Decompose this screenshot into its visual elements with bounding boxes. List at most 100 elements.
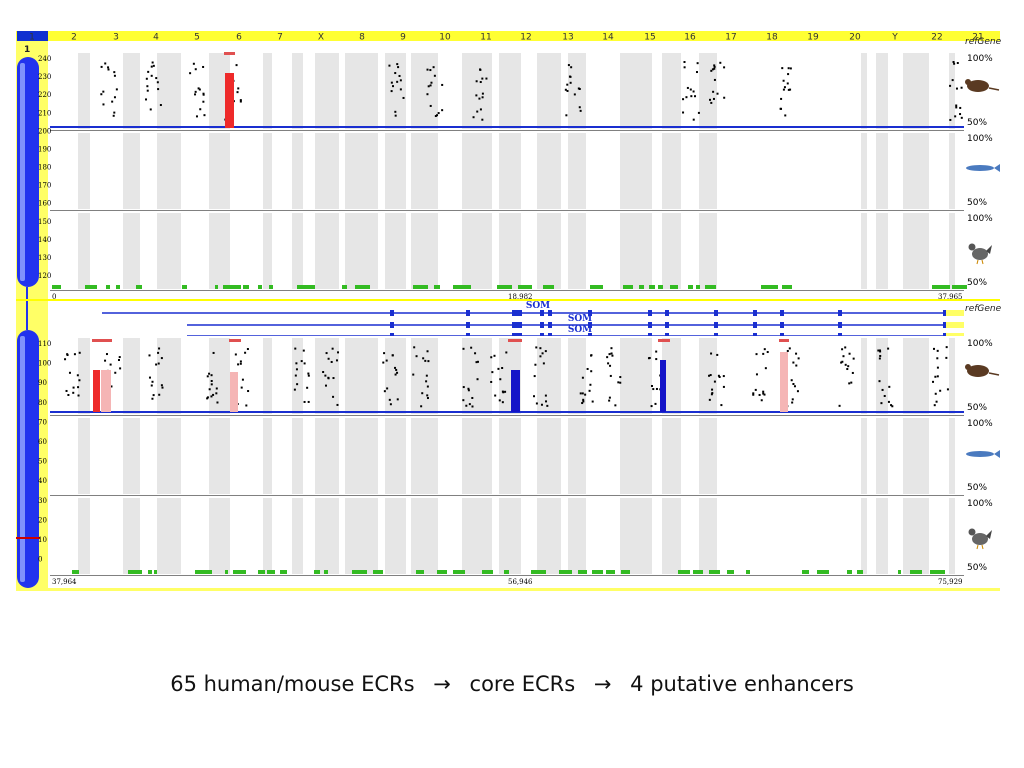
chicken-head (968, 528, 976, 536)
chromosome-tab-Y[interactable]: Y (891, 33, 898, 43)
repeat-shade (876, 133, 888, 209)
ecr-dot (100, 93, 103, 96)
ecr-dot (932, 380, 935, 383)
chromosome-tab-17[interactable]: 17 (725, 33, 736, 43)
ecr-dot (77, 386, 80, 389)
pct-bottom-label: 50% (967, 403, 987, 413)
gene-exon (588, 310, 592, 316)
repeat-shade (903, 418, 929, 494)
ecr-dot (952, 61, 955, 64)
chromosome-tab-9[interactable]: 9 (400, 33, 406, 43)
ecr-dot (115, 88, 118, 91)
ecr-dot (300, 360, 303, 363)
ecr-dot (762, 392, 765, 395)
ecr-dot (427, 360, 430, 363)
ecr-dot (208, 388, 211, 391)
ecr-dot (117, 359, 120, 362)
ecr-dot (432, 66, 435, 69)
chromosome-tab-5[interactable]: 5 (194, 33, 200, 43)
chromosome-tab-10[interactable]: 10 (439, 33, 451, 43)
ecr-dot (425, 380, 428, 383)
chromosome-tab-13[interactable]: 13 (562, 33, 573, 43)
pct-bottom-label: 50% (967, 118, 987, 128)
axis-mid-label: 56,946 (508, 578, 533, 586)
ecr-dot (779, 107, 782, 110)
chromosome-tab-4[interactable]: 4 (153, 33, 159, 43)
ecr-dot (888, 385, 891, 388)
ecr-dot (436, 114, 439, 117)
ecr-browser-view: 1 2 3 4 5 6 7 X 8 9 10 11 12 13 14 15 16 17 18 19 20 Y 22 21 1 10… (16, 31, 1002, 591)
ecr-dot (881, 388, 884, 391)
chromosome-tab-22[interactable]: 22 (931, 33, 942, 43)
ecr-dot (781, 67, 784, 70)
mouse-ear (965, 79, 971, 85)
ecr-dot (72, 391, 75, 394)
ecr-dot (294, 374, 297, 377)
repeat-shade (537, 133, 561, 209)
repeat-shade (385, 338, 406, 414)
chromosome-tab-21[interactable]: 21 (972, 33, 983, 43)
pct-top-label: 100% (967, 419, 993, 429)
ecr-dot (331, 347, 334, 350)
chromosome-tab-X[interactable]: X (318, 33, 324, 43)
repeat-shade (157, 133, 181, 209)
conservation-bar (453, 285, 471, 289)
chromosome-tab-16[interactable]: 16 (684, 33, 696, 43)
chromosome-tab-12[interactable]: 12 (520, 33, 531, 43)
pct-bottom-label: 50% (967, 483, 987, 493)
repeat-shade (903, 133, 929, 209)
arrow-right-icon: → (433, 672, 451, 696)
chromosome-tab-8[interactable]: 8 (359, 33, 365, 43)
ecr-dot (723, 66, 726, 69)
repeat-shade (462, 133, 492, 209)
ecr-dot (303, 400, 306, 403)
ecr-dot (491, 371, 494, 374)
ecr-dot (796, 390, 799, 393)
chromosome-tab-1[interactable]: 1 (29, 33, 35, 43)
repeat-shade (123, 213, 140, 289)
repeat-shade (620, 418, 652, 494)
ecr-dot (239, 362, 242, 365)
ecr-dot (234, 353, 237, 356)
ecr-dot (494, 394, 497, 397)
ecr-dot (441, 109, 444, 112)
ecr-highlight-marker (92, 339, 112, 342)
chromosome-tab-11[interactable]: 11 (480, 33, 491, 43)
ecr-dot (789, 67, 792, 70)
scale-tick-label: 100 (38, 360, 51, 368)
ecr-dot (212, 351, 215, 354)
ecr-dot (569, 81, 572, 84)
scale-tick-label: 80 (38, 399, 47, 407)
gene-exon (588, 322, 592, 328)
chromosome-tab-3[interactable]: 3 (113, 33, 119, 43)
chromosome-tab-19[interactable]: 19 (807, 33, 819, 43)
chromosome-tab-2[interactable]: 2 (71, 33, 77, 43)
chromosome-tab-7[interactable]: 7 (277, 33, 283, 43)
scale-tick-label: 170 (38, 182, 51, 190)
ecr-dot (586, 367, 589, 370)
ecr-dot (783, 86, 786, 89)
ecr-dot (790, 379, 793, 382)
repeat-shade (861, 338, 867, 414)
ecr-dot (67, 393, 70, 396)
ecr-dot (682, 111, 685, 114)
ecr-dot (73, 353, 76, 356)
frame-bottom (16, 588, 1000, 591)
ecr-dot (383, 352, 386, 355)
ecr-dot (784, 114, 787, 117)
chromosome-tab-14[interactable]: 14 (602, 33, 614, 43)
pct-top-label: 100% (967, 339, 993, 349)
chromosome-tab-20[interactable]: 20 (849, 33, 861, 43)
repeat-shade (209, 213, 230, 289)
conservation-bar (148, 570, 152, 574)
repeat-shade (345, 338, 378, 414)
panel-top: 100% 50% 100% 50% 100% 50% 0 18,982 37,965 240 230… (38, 51, 994, 301)
ecr-dot (955, 104, 958, 107)
repeat-shade (462, 213, 492, 289)
chromosome-tab-18[interactable]: 18 (766, 33, 778, 43)
conservation-bar (746, 570, 750, 574)
repeat-shade (345, 418, 378, 494)
ecr-dot (307, 372, 310, 375)
chromosome-tab-6[interactable]: 6 (236, 33, 242, 43)
chromosome-tab-15[interactable]: 15 (644, 33, 655, 43)
